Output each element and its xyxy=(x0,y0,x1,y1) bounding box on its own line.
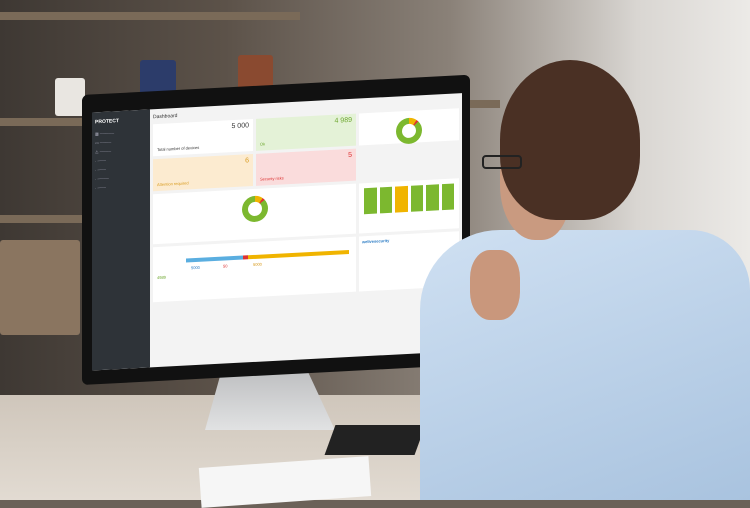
connection-widget xyxy=(153,183,356,245)
tile-label: Security risks xyxy=(260,175,284,182)
basket xyxy=(0,240,80,335)
donut-chart xyxy=(241,195,268,223)
other-count: 5000 xyxy=(253,261,262,268)
vase xyxy=(55,78,85,116)
news-source: welivesecurity xyxy=(362,237,390,245)
tile-label: Total number of devices xyxy=(157,144,200,153)
ok-tile[interactable]: 4 989 Ok xyxy=(256,113,356,151)
sidebar: PROTECT ▦ ───── ▭ ──── ⚠ ──── · ─── · ─── · ─… xyxy=(92,109,150,371)
managed-count: 4989 xyxy=(157,274,166,281)
bookshelf xyxy=(0,215,85,223)
tile-value: 6 xyxy=(245,157,249,165)
risk-count: 50 xyxy=(223,263,228,269)
person xyxy=(400,60,750,500)
hair xyxy=(500,60,640,220)
tile-label: Ok xyxy=(260,141,266,147)
management-widget: 4989 5000 50 5000 xyxy=(153,236,356,303)
attention-tile[interactable]: 6 Attention required xyxy=(153,154,253,192)
glasses xyxy=(482,155,522,169)
product-logo: PROTECT xyxy=(95,118,119,126)
bookshelf xyxy=(0,118,90,126)
bookshelf xyxy=(0,12,300,20)
security-risks-tile[interactable]: 5 Security risks xyxy=(256,148,356,186)
progress-bar xyxy=(186,250,349,263)
shirt xyxy=(420,230,750,500)
tile-value: 5 000 xyxy=(231,122,249,131)
hand xyxy=(470,250,520,320)
total-count: 5000 xyxy=(191,264,200,271)
tile-value: 4 989 xyxy=(334,116,352,125)
tile-label: Attention required xyxy=(157,180,189,188)
tile-value: 5 xyxy=(348,151,352,160)
total-devices-tile[interactable]: 5 000 Total number of devices xyxy=(153,119,253,157)
